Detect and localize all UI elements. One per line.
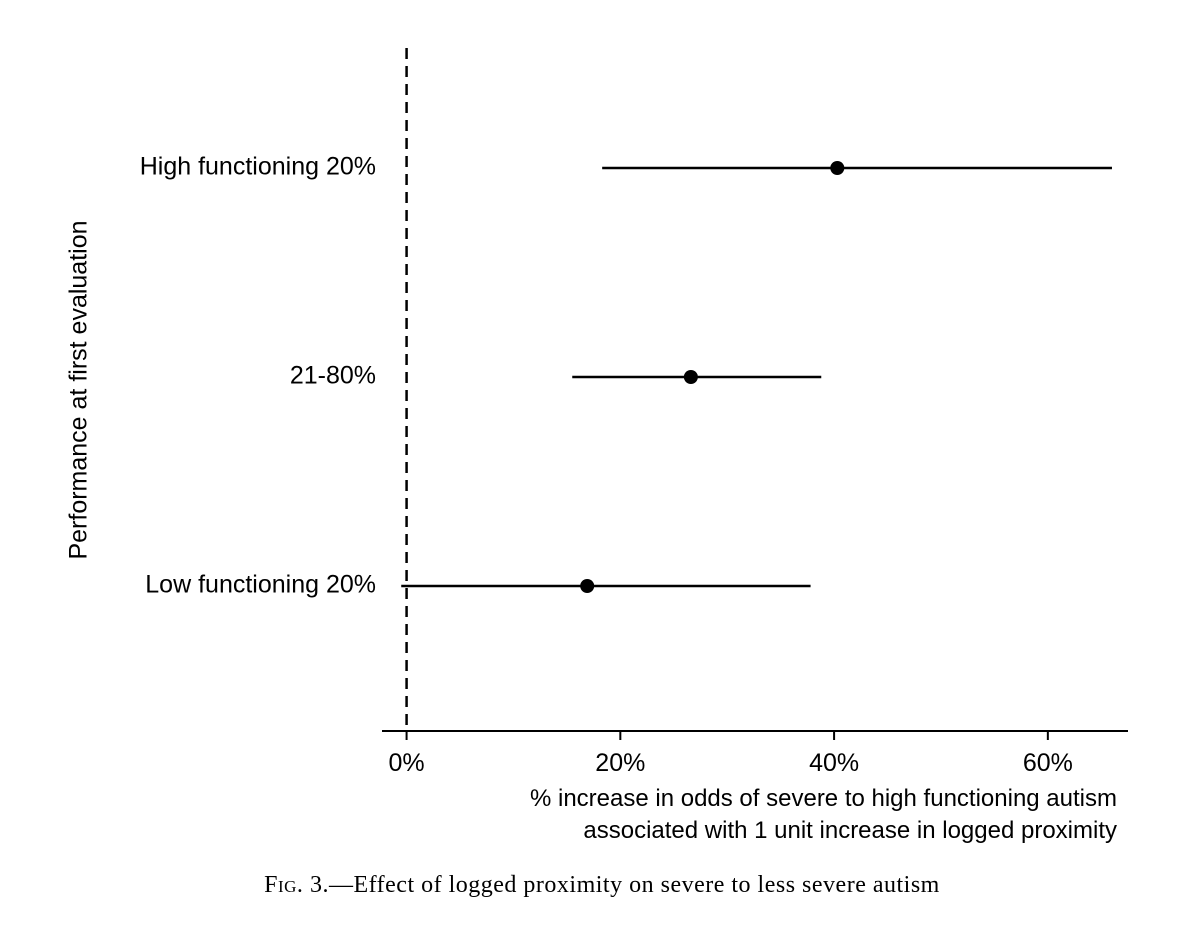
figure-caption-prefix: Fig.	[264, 872, 304, 898]
estimate-point	[830, 161, 845, 175]
category-label: 21-80%	[290, 362, 376, 390]
x-axis-label-line-2: associated with 1 unit increase in logge…	[583, 817, 1117, 844]
category-label: Low functioning 20%	[145, 571, 376, 599]
estimate-point	[580, 579, 595, 593]
estimate-point	[683, 370, 698, 384]
x-axis-label-line-1: % increase in odds of severe to high fun…	[530, 785, 1117, 812]
y-axis-label: Performance at first evaluation	[65, 220, 93, 559]
x-tick-label: 60%	[1023, 749, 1073, 777]
x-tick-label: 40%	[809, 749, 859, 777]
x-tick-label: 20%	[595, 749, 645, 777]
plot-area: 0% 20% 40% 60% High functioning 20% 21-80% Low…	[140, 48, 1128, 777]
figure-caption-text: 3.—Effect of logged proximity on severe …	[303, 872, 940, 898]
category-label: High functioning 20%	[140, 153, 376, 181]
x-tick-label: 0%	[389, 749, 425, 777]
figure-caption: Fig. 3.—Effect of logged proximity on se…	[0, 872, 1204, 899]
